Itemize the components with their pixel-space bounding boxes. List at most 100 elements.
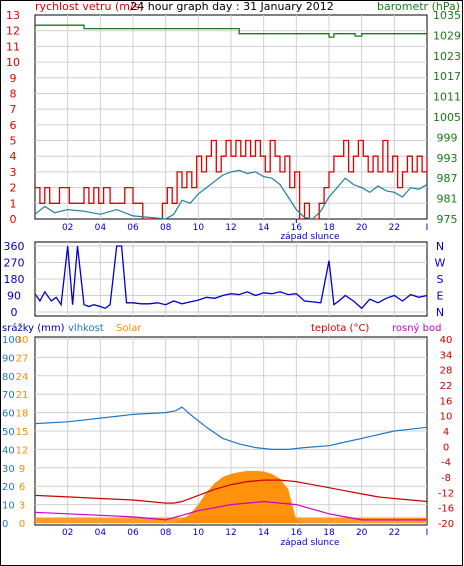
compass-label: W: [435, 257, 446, 270]
temperature-tick-label: 10: [440, 412, 453, 423]
humidity-tick-label: 0: [2, 519, 8, 530]
solar-tick-label: 27: [16, 353, 29, 364]
humidity-tick-label: 90: [2, 353, 15, 364]
pressure-line: [35, 24, 427, 38]
pressure-tick-label: 975: [437, 213, 458, 226]
solar-tick-label: 21: [16, 390, 29, 401]
temp-series: [34, 406, 428, 523]
pressure-axis-title: barometr (hPa): [377, 0, 460, 13]
wind-avg-line: [34, 169, 428, 220]
rain-axis-title: srážky (mm): [2, 322, 65, 334]
solar-tick-label: 30: [16, 335, 29, 346]
direction-tick-label: 0: [11, 306, 18, 319]
compass-label: N: [436, 306, 444, 319]
temperature-tick-label: 40: [440, 335, 453, 346]
pressure-tick-label: 981: [437, 193, 458, 206]
temperature-legend: teplota (°C): [311, 323, 369, 334]
direction-series: [34, 245, 428, 310]
pressure-tick-label: 987: [437, 172, 458, 185]
solar-tick-label: 3: [19, 501, 25, 512]
humidity-tick-label: 30: [2, 464, 15, 475]
rain-base-band: [35, 517, 427, 523]
x-tick-label: 22: [389, 528, 400, 538]
temperature-humidity-chart: srážky (mm) vlhkost Solar teplota (°C) r…: [2, 322, 454, 548]
pressure-tick-label: 1005: [433, 111, 461, 124]
x-tick-label: 12: [225, 528, 236, 538]
temperature-tick-label: -20: [438, 519, 454, 530]
wind-tick-label: 0: [10, 213, 17, 226]
humidity-line: [34, 406, 428, 450]
x-tick-label: 08: [160, 528, 172, 538]
x-tick-label: 10: [193, 528, 205, 538]
temperature-tick-label: 0: [443, 442, 449, 453]
wind-tick-label: 8: [10, 87, 17, 100]
wind-max-line: [35, 139, 428, 220]
x-tick-label-end: I: [426, 223, 429, 233]
solar-legend: Solar: [116, 323, 142, 334]
direction-tick-label: 90: [7, 290, 21, 303]
x-tick-label: 20: [356, 223, 368, 233]
humidity-legend: vlhkost: [68, 323, 104, 334]
pressure-tick-label: 1029: [433, 29, 461, 42]
temperature-line: [34, 479, 428, 504]
x-tick-label: 18: [323, 223, 335, 233]
x-tick-label: 06: [127, 528, 139, 538]
temperature-tick-label: -16: [438, 504, 454, 515]
x-tick-label: 22: [389, 223, 400, 233]
humidity-tick-label: 80: [2, 372, 15, 383]
sunset-label-bottom: západ slunce: [280, 538, 340, 548]
compass-label: S: [437, 273, 444, 286]
solar-tick-label: 18: [16, 409, 29, 420]
wind-pressure-chart: rychlost vetru (m/s) 24 hour graph day :…: [6, 0, 461, 242]
wind-tick-label: 4: [10, 150, 17, 163]
temperature-tick-label: 16: [440, 396, 453, 407]
solar-tick-label: 24: [16, 372, 29, 383]
humidity-tick-label: 40: [2, 445, 15, 456]
wind-series: [34, 24, 428, 220]
wind-tick-label: 6: [10, 119, 17, 132]
temperature-tick-label: -4: [441, 458, 451, 469]
direction-line: [34, 245, 428, 310]
x-tick-label: 06: [127, 223, 139, 233]
wind-axes: 0123456789101112139759819879939991005101…: [6, 9, 461, 233]
humidity-tick-label: 70: [2, 390, 15, 401]
x-tick-label: 02: [62, 528, 73, 538]
wind-tick-label: 3: [10, 166, 17, 179]
pressure-tick-label: 1023: [433, 50, 461, 63]
direction-grid: [35, 242, 427, 316]
x-tick-label: 02: [62, 223, 73, 233]
x-tick-label: 04: [95, 223, 107, 233]
pressure-tick-label: 999: [437, 131, 458, 144]
temperature-tick-label: 34: [440, 350, 453, 361]
x-tick-label: 14: [258, 528, 270, 538]
humidity-tick-label: 50: [2, 427, 15, 438]
pressure-tick-label: 1011: [433, 91, 461, 104]
wind-tick-label: 12: [6, 25, 20, 38]
humidity-tick-label: 20: [2, 482, 15, 493]
humidity-tick-label: 60: [2, 409, 15, 420]
chart-title: 24 hour graph day : 31 January 2012: [130, 0, 334, 13]
direction-tick-label: 270: [4, 257, 25, 270]
solar-tick-label: 6: [19, 482, 25, 493]
dew-point-line: [34, 500, 427, 521]
humidity-tick-label: 100: [2, 335, 21, 346]
x-tick-label: 18: [323, 528, 335, 538]
temperature-tick-label: 28: [440, 366, 453, 377]
wind-axis-title: rychlost vetru (m/s): [35, 0, 144, 13]
pressure-tick-label: 993: [437, 152, 458, 165]
temperature-tick-label: -8: [441, 473, 451, 484]
solar-tick-label: 0: [19, 519, 25, 530]
pressure-tick-label: 1017: [433, 70, 461, 83]
solar-area: [35, 470, 427, 523]
sunset-label: západ slunce: [280, 232, 340, 242]
wind-tick-label: 10: [6, 56, 20, 69]
pressure-tick-label: 1035: [433, 9, 461, 22]
direction-tick-label: 180: [4, 273, 25, 286]
compass-label: N: [436, 240, 444, 253]
x-tick-label: 04: [95, 528, 107, 538]
solar-tick-label: 15: [16, 427, 29, 438]
wind-tick-label: 13: [6, 9, 20, 22]
temp-axes: 0102030405060708090100036912151821242730…: [2, 335, 454, 538]
